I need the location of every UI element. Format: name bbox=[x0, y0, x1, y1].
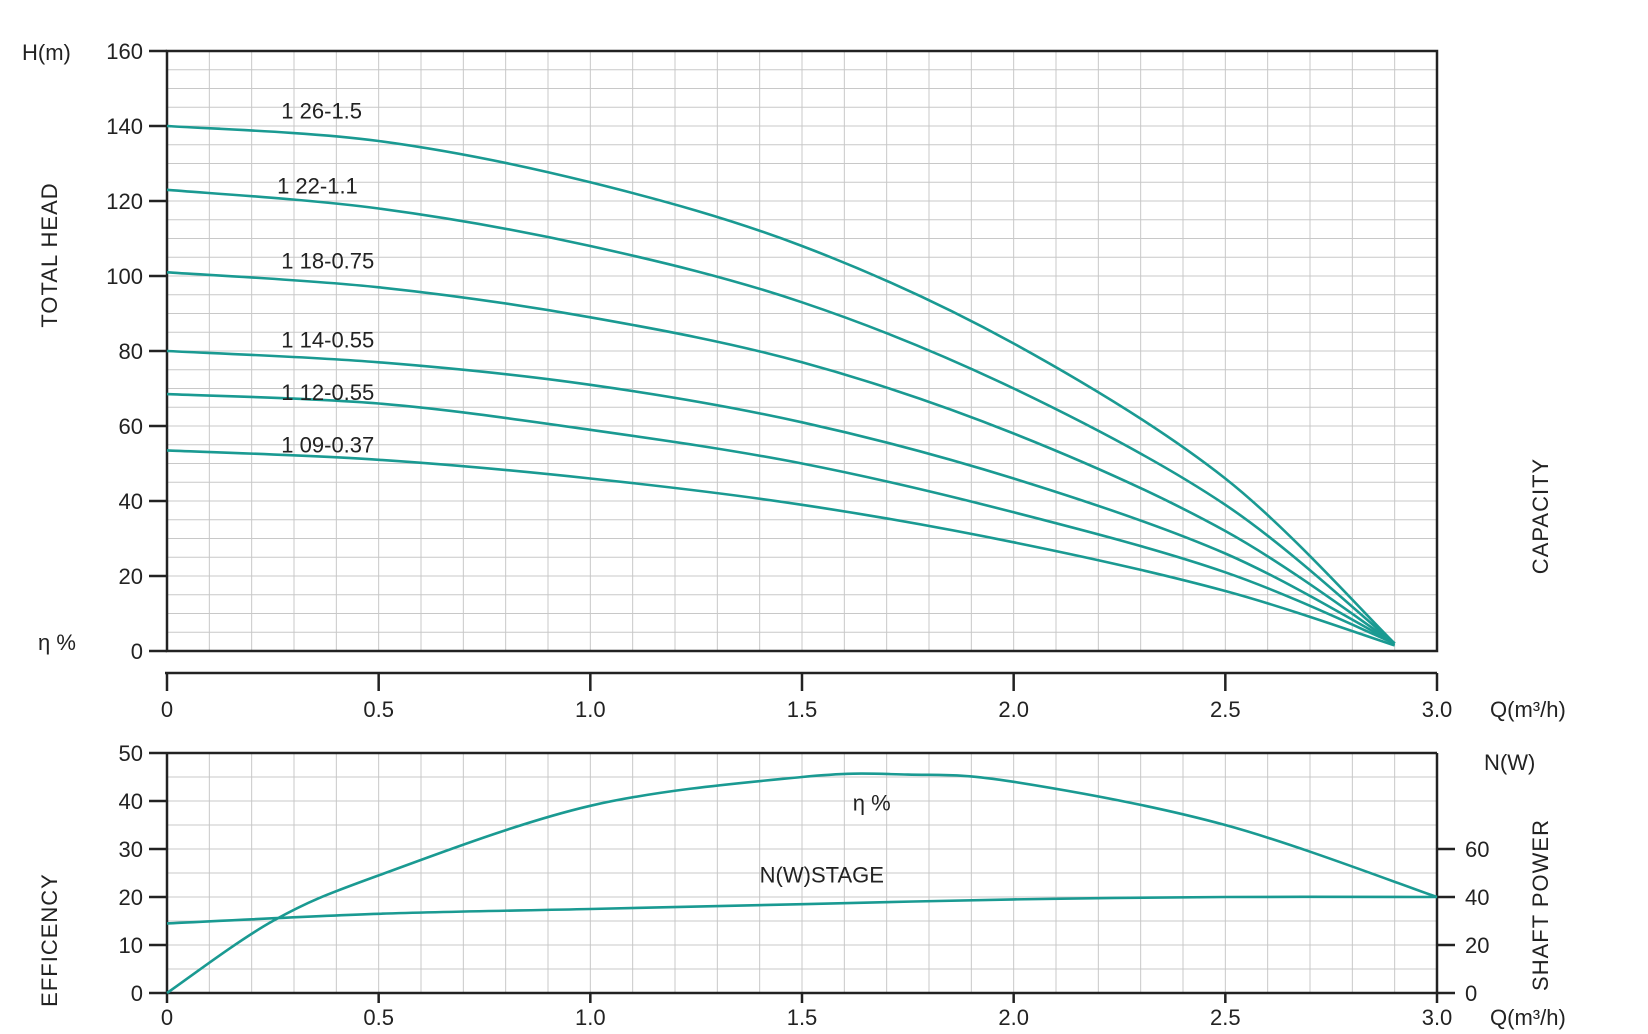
y2-axis-title: SHAFT POWER bbox=[1528, 819, 1553, 991]
x-tick-label: 1.0 bbox=[575, 697, 606, 722]
y-axis-title: EFFICENCY bbox=[37, 873, 62, 1007]
x-tick-label: 2.0 bbox=[998, 1005, 1029, 1030]
y-tick-label: 0 bbox=[131, 981, 143, 1006]
y2-tick-label: 0 bbox=[1465, 981, 1477, 1006]
right-axis-title: CAPACITY bbox=[1528, 458, 1553, 574]
efficiency-power-chart: 0 10 20 30 40 50 0 20 40 60 0 0.5 1.0 1.5 2.0 2.5 3.0 Q(m… bbox=[37, 741, 1566, 1030]
y2-axis-unit: N(W) bbox=[1484, 750, 1535, 775]
x-tick-label: 3.0 bbox=[1422, 697, 1453, 722]
series-label: N(W)STAGE bbox=[760, 863, 884, 888]
power-curve bbox=[166, 895, 1438, 925]
y-tick-label: 40 bbox=[119, 789, 143, 814]
y-axis-title: TOTAL HEAD bbox=[37, 182, 62, 327]
eta-marker: η % bbox=[38, 630, 76, 655]
series-label: 1 12-0.55 bbox=[281, 380, 374, 405]
y-tick-label: 100 bbox=[106, 264, 143, 289]
series-label: η % bbox=[853, 791, 891, 816]
y-tick-label: 40 bbox=[119, 489, 143, 514]
series-label: 1 18-0.75 bbox=[281, 249, 374, 274]
x-tick-label: 2.5 bbox=[1210, 1005, 1241, 1030]
head-curve bbox=[166, 124, 1396, 645]
efficiency-curve bbox=[166, 772, 1438, 995]
series-label: 1 14-0.55 bbox=[281, 327, 374, 352]
y2-tick-label: 20 bbox=[1465, 933, 1489, 958]
x-tick-label: 1.0 bbox=[575, 1005, 606, 1030]
series-label: 1 09-0.37 bbox=[281, 432, 374, 457]
x-axis-label: Q(m³/h) bbox=[1490, 697, 1566, 722]
head-curve bbox=[166, 271, 1396, 645]
y-axis-unit: H(m) bbox=[22, 40, 71, 65]
y-tick-label: 20 bbox=[119, 885, 143, 910]
series-label: 1 22-1.1 bbox=[277, 174, 358, 199]
y-tick-label: 80 bbox=[119, 339, 143, 364]
y2-tick-label: 40 bbox=[1465, 885, 1489, 910]
y-tick-label: 30 bbox=[119, 837, 143, 862]
x-axis-label: Q(m³/h) bbox=[1490, 1005, 1566, 1030]
head-curve bbox=[166, 188, 1396, 645]
y-tick-label: 10 bbox=[119, 933, 143, 958]
x-tick-label: 2.0 bbox=[998, 697, 1029, 722]
y2-tick-label: 60 bbox=[1465, 837, 1489, 862]
series-label: 1 26-1.5 bbox=[281, 99, 362, 124]
y-tick-label: 50 bbox=[119, 741, 143, 766]
x-tick-label: 2.5 bbox=[1210, 697, 1241, 722]
head-curve bbox=[166, 349, 1396, 645]
x-tick-label: 0 bbox=[161, 1005, 173, 1030]
head-curve bbox=[166, 392, 1396, 645]
y-tick-label: 60 bbox=[119, 414, 143, 439]
head-curve bbox=[166, 449, 1396, 647]
x-tick-label: 0.5 bbox=[363, 1005, 394, 1030]
x-tick-label: 3.0 bbox=[1422, 1005, 1453, 1030]
y-tick-label: 20 bbox=[119, 564, 143, 589]
head-capacity-chart: 0 20 40 60 80 100 120 140 160 0 0.5 1.0 1.5 2.0 2.5 3.0… bbox=[22, 39, 1566, 722]
x-tick-label: 1.5 bbox=[787, 697, 818, 722]
x-tick-label: 0.5 bbox=[363, 697, 394, 722]
x-tick-label: 1.5 bbox=[787, 1005, 818, 1030]
x-tick-label: 0 bbox=[161, 697, 173, 722]
y-tick-label: 0 bbox=[131, 639, 143, 664]
y-tick-label: 120 bbox=[106, 189, 143, 214]
y-tick-label: 160 bbox=[106, 39, 143, 64]
y-tick-label: 140 bbox=[106, 114, 143, 139]
